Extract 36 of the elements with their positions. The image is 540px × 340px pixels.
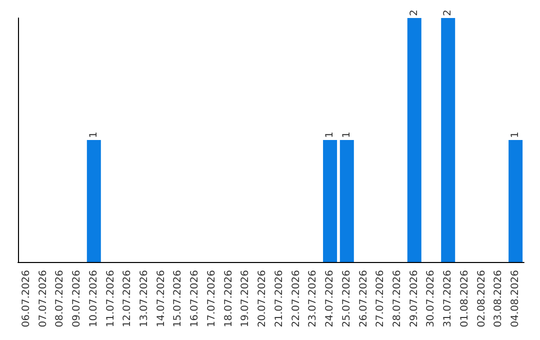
x-tick-label: 19.07.2026: [240, 270, 252, 328]
x-tick-label: 18.07.2026: [223, 270, 234, 328]
x-tick-label: 06.07.2026: [20, 270, 32, 328]
x-tick-label: 12.07.2026: [122, 270, 134, 328]
x-tick-label: 08.07.2026: [54, 270, 66, 328]
data-label: 2: [442, 10, 454, 16]
x-tick-label: 14.07.2026: [156, 270, 167, 328]
data-label: 1: [324, 132, 336, 138]
x-tick-label: 28.07.2026: [392, 270, 403, 328]
x-tick-label: 15.07.2026: [172, 270, 184, 328]
data-label: 2: [408, 10, 420, 16]
x-tick-label: 22.07.2026: [290, 270, 302, 328]
x-tick-label: 26.07.2026: [358, 270, 370, 328]
x-tick-label: 11.07.2026: [105, 270, 116, 328]
x-tick-label: 25.07.2026: [341, 270, 352, 328]
x-tick-label: 03.08.2026: [493, 270, 504, 328]
x-tick-label: 16.07.2026: [190, 270, 201, 328]
x-tick-label: 29.07.2026: [408, 270, 420, 328]
x-tick-label: 04.08.2026: [510, 270, 522, 328]
x-tick-label: 02.08.2026: [476, 270, 488, 328]
x-tick-label: 20.07.2026: [257, 270, 268, 328]
x-tick-label: 30.07.2026: [426, 270, 437, 328]
x-tick-label: 27.07.2026: [375, 270, 386, 328]
data-label: 1: [510, 132, 522, 138]
x-tick-label: 13.07.2026: [139, 270, 150, 328]
x-tick-label: 23.07.2026: [308, 270, 319, 328]
x-tick-label: 31.07.2026: [442, 270, 454, 328]
x-tick-label: 24.07.2026: [324, 270, 336, 328]
data-label: 1: [341, 132, 352, 138]
x-tick-label: 09.07.2026: [72, 270, 83, 328]
x-tick-label: 17.07.2026: [206, 270, 218, 328]
x-tick-label: 21.07.2026: [274, 270, 285, 328]
x-tick-label: 10.07.2026: [88, 270, 100, 328]
data-label: 1: [88, 132, 100, 138]
x-tick-label: 01.08.2026: [459, 270, 470, 328]
x-tick-label: 07.07.2026: [38, 270, 49, 328]
